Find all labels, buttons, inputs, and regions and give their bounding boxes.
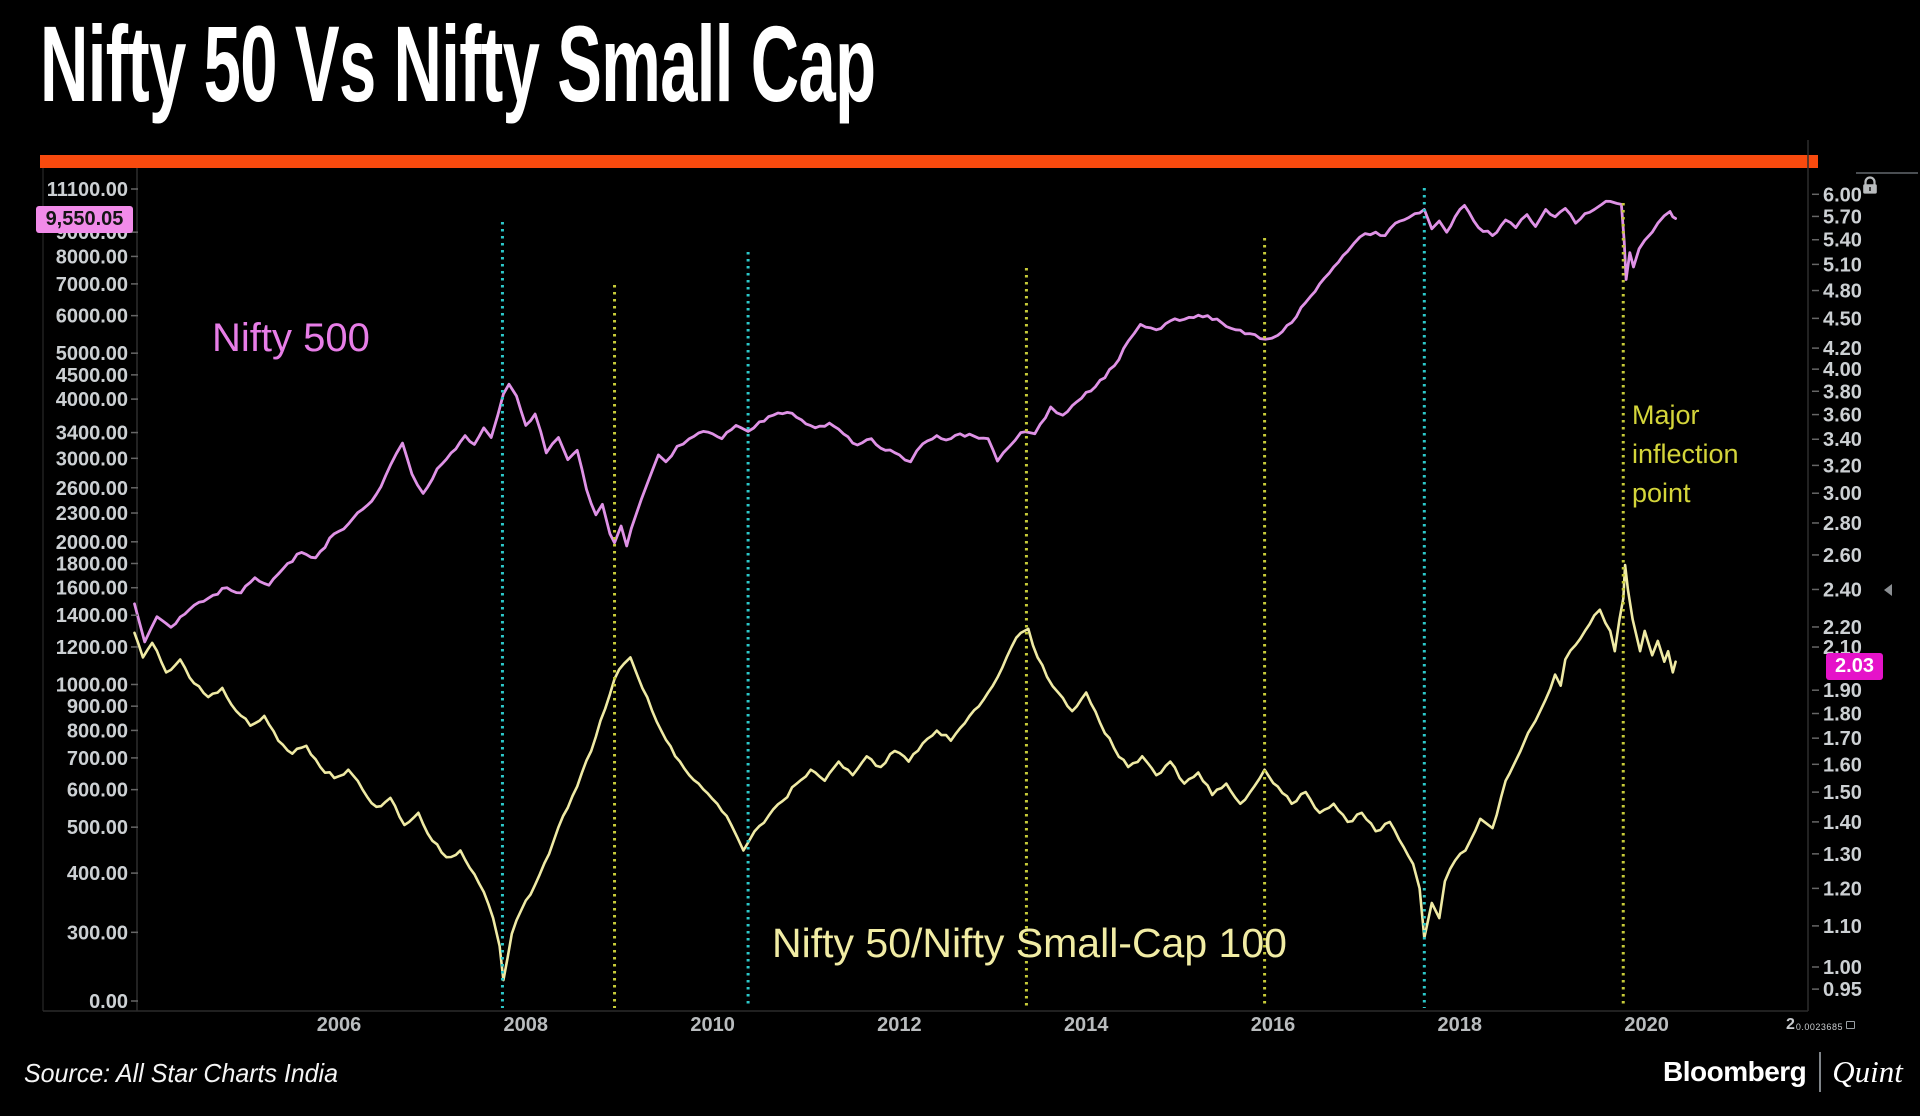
left-axis-tick-label: 900.00 [67,696,128,718]
right-axis-tick-label: 5.70 [1823,206,1862,228]
right-axis-tick-label: 5.10 [1823,254,1862,276]
right-axis-tick-label: 3.00 [1823,483,1862,505]
right-axis-tick-label: 2.80 [1823,513,1862,535]
right-axis-tick-label: 1.90 [1823,680,1862,702]
x-axis-year-label: 2020 [1624,1014,1669,1036]
right-axis-tick-label: 2.20 [1823,617,1862,639]
right-axis-tick-label: 1.40 [1823,812,1862,834]
right-axis-tick-label: 3.20 [1823,455,1862,477]
brand-quint: Quint [1832,1054,1903,1089]
right-axis-tick-label: 4.50 [1823,308,1862,330]
right-axis-tick-label: 4.20 [1823,338,1862,360]
left-axis-tick-label: 800.00 [67,720,128,742]
right-axis-tick-label: 1.00 [1823,957,1862,979]
right-axis-tick-label: 6.00 [1823,184,1862,206]
right-axis-tick-label: 1.10 [1823,916,1862,938]
left-axis-tick-label: 1400.00 [56,605,128,627]
left-axis-tick-label: 7000.00 [56,274,128,296]
last-value-badge-ratio: 2.03 [1826,653,1883,680]
left-axis-tick-label: 3400.00 [56,423,128,445]
source-credit: Source: All Star Charts India [24,1058,338,1088]
left-axis-tick-label: 500.00 [67,817,128,839]
x-axis-year-label: 2018 [1438,1014,1483,1036]
right-axis-tick-label: 5.40 [1823,230,1862,252]
annotation-line: inflection [1632,439,1739,469]
right-axis-tick-label: 1.60 [1823,754,1862,776]
ratio-line [133,563,1677,982]
left-axis-tick-label: 1600.00 [56,578,128,600]
right-axis-tick-label: 3.60 [1823,405,1862,427]
annotation-line: Major [1632,400,1700,430]
left-axis-tick-label: 2300.00 [56,503,128,525]
left-axis-tick-label: 11100.00 [47,179,128,201]
left-axis-tick-label: 0.00 [89,991,128,1013]
x-axis-year-label: 2008 [504,1014,549,1036]
brand-divider-line [1819,1052,1822,1092]
left-axis-tick-label: 3000.00 [56,448,128,470]
corner-prefix: 2 [1786,1016,1795,1033]
right-axis-tick-label: 2.40 [1823,579,1862,601]
right-axis-tick-label: 0.95 [1823,979,1862,1001]
left-axis-tick-label: 700.00 [67,748,128,770]
last-value-badge-nifty-500: 9,550.05 [36,206,133,233]
series-label-nifty-500: Nifty 500 [212,316,370,360]
right-axis-tick-label: 3.40 [1823,429,1862,451]
lock-icon[interactable] [1860,176,1880,195]
right-axis-tick-label: 1.70 [1823,728,1862,750]
title-accent-bar [40,155,1818,168]
nifty-500-line [133,199,1677,644]
axis-panel-divider [1856,172,1918,174]
right-axis-tick-label: 1.20 [1823,878,1862,900]
page-title: Nifty 50 Vs Nifty Small Cap [40,3,876,124]
axis-scroll-arrow-icon[interactable] [1884,584,1892,596]
x-axis-year-label: 2014 [1064,1014,1109,1036]
brand-bloomberg: Bloomberg [1663,1056,1807,1087]
corner-value: 0.0023685 [1795,1022,1843,1032]
annotation-line: point [1632,478,1691,508]
left-axis-tick-label: 300.00 [67,922,128,944]
left-axis-tick-label: 400.00 [67,863,128,885]
right-axis-tick-label: 4.80 [1823,281,1862,303]
right-axis-tick-label: 1.50 [1823,782,1862,804]
left-axis-tick-label: 1800.00 [56,553,128,575]
left-axis-tick-label: 4500.00 [56,365,128,387]
right-axis-tick-label: 4.00 [1823,359,1862,381]
left-axis-tick-label: 600.00 [67,780,128,802]
left-axis-tick-label: 4000.00 [56,389,128,411]
left-axis-tick-label: 6000.00 [56,306,128,328]
right-axis-tick-label: 3.80 [1823,381,1862,403]
right-axis-tick-label: 1.80 [1823,704,1862,726]
x-axis-year-label: 2006 [317,1014,362,1036]
major-inflection-annotation: Major inflection point [1632,396,1739,513]
series-label-ratio: Nifty 50/Nifty Small-Cap 100 [772,920,1287,966]
brand-logo: Bloomberg Quint [1663,1052,1903,1092]
left-axis-tick-label: 2000.00 [56,532,128,554]
x-axis-year-label: 2010 [690,1014,735,1036]
left-axis-tick-label: 5000.00 [56,343,128,365]
axis-corner-readout: 2 0.0023685 [1786,1016,1855,1034]
x-axis-year-label: 2012 [877,1014,922,1036]
right-axis-tick-label: 1.30 [1823,844,1862,866]
left-axis-tick-label: 1200.00 [56,637,128,659]
x-axis-year-label: 2016 [1251,1014,1296,1036]
mini-lock-icon [1845,1021,1855,1029]
left-axis-tick-label: 8000.00 [56,246,128,268]
left-axis-tick-label: 1000.00 [56,674,128,696]
left-axis-tick-label: 2600.00 [56,478,128,500]
right-axis-tick-label: 2.60 [1823,545,1862,567]
